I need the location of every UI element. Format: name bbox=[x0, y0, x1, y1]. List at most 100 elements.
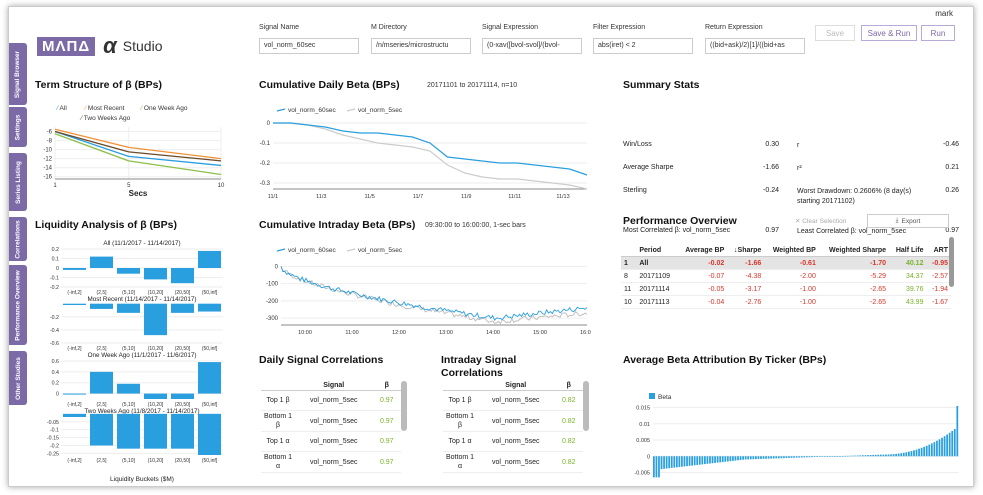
y-tick-label: -0.3 bbox=[260, 181, 271, 187]
table-cell: 0.82 bbox=[561, 397, 576, 404]
term-legend-item-1[interactable]: ⁄ Most Recent bbox=[85, 105, 124, 112]
term-legend-item-0[interactable]: ⁄ All bbox=[57, 105, 67, 112]
column-header[interactable]: β bbox=[554, 381, 583, 391]
attribution-bar bbox=[783, 456, 785, 459]
attribution-bar bbox=[905, 452, 908, 457]
table-cell: 40.12 bbox=[889, 256, 927, 270]
table-cell: 0.97 bbox=[379, 458, 394, 466]
attribution-bar bbox=[877, 454, 880, 457]
table-row[interactable]: Top 1 β vol_norm_5sec 0.82 bbox=[443, 391, 583, 411]
performance-table: Period Average BP ↓Sharpe Weighted BP Weight… bbox=[621, 245, 959, 335]
field-input-2[interactable]: (0-xav([bvol-svol]/(bvol- bbox=[482, 38, 582, 54]
side-tab-signal-browser[interactable]: Signal Browser bbox=[9, 43, 27, 105]
attribution-bar bbox=[709, 456, 711, 464]
table-cell: -1.67 bbox=[926, 295, 951, 309]
table-cell: 39.76 bbox=[889, 282, 927, 296]
side-tab-label: Other Studies bbox=[14, 356, 22, 400]
table-row[interactable]: Bottom 1 β vol_norm_5sec 0.82 bbox=[443, 411, 583, 432]
liquidity-bar bbox=[198, 250, 221, 268]
table-row[interactable]: 10 20171113 -0.04 -2.76 -1.00 -2.65 43.99 -1.67 bbox=[621, 295, 951, 309]
attribution-bar bbox=[849, 455, 852, 457]
side-tab-correlations[interactable]: Correlations bbox=[9, 217, 27, 261]
column-header[interactable]: Weighted BP bbox=[764, 245, 819, 257]
field-input-3[interactable]: abs(iret) < 2 bbox=[593, 38, 693, 54]
table-row[interactable]: 11 20171114 -0.05 -3.17 -1.00 -2.65 39.76 -1.94 bbox=[621, 282, 951, 296]
column-header[interactable]: Signal bbox=[295, 381, 373, 391]
table-cell: -1.94 bbox=[926, 282, 951, 296]
attribution-bar bbox=[915, 449, 918, 457]
table-row[interactable]: Bottom 1 α vol_norm_5sec 0.82 bbox=[443, 452, 583, 473]
x-tick-label: (10,20] bbox=[148, 458, 164, 464]
liquidity-bar bbox=[171, 413, 194, 449]
table-row[interactable]: Top 1 α vol_norm_5sec 0.82 bbox=[443, 432, 583, 452]
attribution-bar bbox=[785, 456, 788, 459]
save-run-button[interactable]: Save & Run bbox=[861, 25, 917, 41]
column-header[interactable]: Period bbox=[636, 245, 678, 257]
table-cell: -3.17 bbox=[727, 282, 765, 296]
liquidity-panel-title: Two Weeks Ago (11/8/2017 - 11/14/2017) bbox=[84, 408, 199, 415]
column-header[interactable] bbox=[261, 381, 295, 391]
attribution-bar bbox=[930, 443, 933, 457]
field-input-1[interactable]: /n/mseries/microstructu bbox=[371, 38, 471, 54]
table-cell: Bottom 1 β bbox=[264, 413, 293, 429]
table-row[interactable]: 8 20171109 -0.07 -4.38 -2.00 -5.29 34.37 -2.57 bbox=[621, 269, 951, 283]
x-tick-label: (10,20] bbox=[148, 290, 164, 296]
liquidity-bar bbox=[117, 303, 140, 313]
table-row[interactable]: Bottom 1 α vol_norm_5sec 0.97 bbox=[261, 452, 401, 473]
liquidity-bar bbox=[144, 303, 167, 336]
term-legend-item-3[interactable]: ⁄ Two Weeks Ago bbox=[81, 115, 130, 122]
attribution-bar bbox=[918, 448, 920, 457]
attribution-bar bbox=[706, 456, 709, 464]
daily-correlations-scrollbar[interactable] bbox=[401, 381, 407, 431]
app-logo: ΜΛΠΔ α Studio bbox=[37, 33, 162, 59]
side-tab-performance-overview[interactable]: Performance Overview bbox=[9, 265, 27, 345]
legend-swatch bbox=[276, 108, 286, 112]
table-header: Period Average BP ↓Sharpe Weighted BP Weight… bbox=[621, 245, 951, 257]
y-tick-label: -0.1 bbox=[50, 276, 59, 282]
attribution-bar bbox=[821, 456, 824, 457]
attribution-bar bbox=[726, 456, 729, 462]
column-header[interactable]: ART bbox=[926, 245, 951, 257]
attribution-bar bbox=[686, 456, 688, 467]
table-row[interactable]: Top 1 α vol_norm_5sec 0.97 bbox=[261, 432, 401, 452]
y-tick-label: 0 bbox=[56, 392, 59, 398]
side-tab-settings[interactable]: Settings bbox=[9, 107, 27, 147]
term-legend-item-2[interactable]: ⁄ One Week Ago bbox=[141, 105, 188, 112]
side-tab-other-studies[interactable]: Other Studies bbox=[9, 351, 27, 405]
column-header[interactable] bbox=[621, 245, 637, 257]
daily-beta-chart: vol_norm_60sec vol_norm_5sec 0 -0.1 -0.2 -0.3… bbox=[260, 107, 588, 199]
performance-scrollbar[interactable] bbox=[949, 237, 954, 287]
column-header[interactable]: Weighted Sharpe bbox=[818, 245, 890, 257]
y-tick-label: 0 bbox=[275, 264, 279, 270]
column-header[interactable]: ↓Sharpe bbox=[727, 245, 765, 257]
table-cell: 0.97 bbox=[379, 438, 394, 445]
y-tick-label: 0.2 bbox=[52, 247, 59, 253]
attribution-chart: Beta 0.015 0.01 0.005 0 -0.005 bbox=[634, 393, 959, 478]
y-tick-label: -14 bbox=[43, 166, 52, 172]
export-button[interactable]: ⤓ Export bbox=[867, 214, 949, 228]
table-row[interactable]: Bottom 1 β vol_norm_5sec 0.97 bbox=[261, 411, 401, 432]
y-tick-label: -8 bbox=[47, 139, 53, 145]
user-name[interactable]: mark bbox=[935, 9, 953, 18]
table-row[interactable]: 1 All -0.02 -1.66 -0.61 -1.70 40.12 -0.95 bbox=[621, 256, 951, 270]
attribution-bar bbox=[788, 456, 790, 458]
column-header[interactable]: Signal bbox=[477, 381, 555, 391]
side-tab-series-listing[interactable]: Series Listing bbox=[9, 153, 27, 211]
column-header[interactable]: Average BP bbox=[677, 245, 728, 257]
run-button[interactable]: Run bbox=[921, 25, 955, 41]
column-header[interactable]: Half Life bbox=[889, 245, 927, 257]
table-row[interactable]: Top 1 β vol_norm_5sec 0.97 bbox=[261, 391, 401, 411]
attribution-bar bbox=[902, 452, 905, 457]
column-header[interactable] bbox=[443, 381, 477, 391]
attribution-bar bbox=[658, 456, 660, 478]
clear-selection-button[interactable]: ✕ Clear Selection bbox=[795, 217, 846, 225]
attribution-bar bbox=[714, 456, 716, 463]
field-input-0[interactable]: vol_norm_60sec bbox=[259, 38, 359, 54]
legend-swatch: ⁄ bbox=[141, 105, 144, 112]
attribution-bar bbox=[831, 456, 834, 457]
column-header[interactable]: β bbox=[372, 381, 401, 391]
field-input-4[interactable]: ((bid+ask)/2)[1]/((bid+as bbox=[705, 38, 805, 54]
summary-value-1: -1.66 bbox=[763, 164, 779, 171]
intraday-correlations-scrollbar[interactable] bbox=[583, 381, 589, 431]
save-button[interactable]: Save bbox=[815, 25, 855, 41]
